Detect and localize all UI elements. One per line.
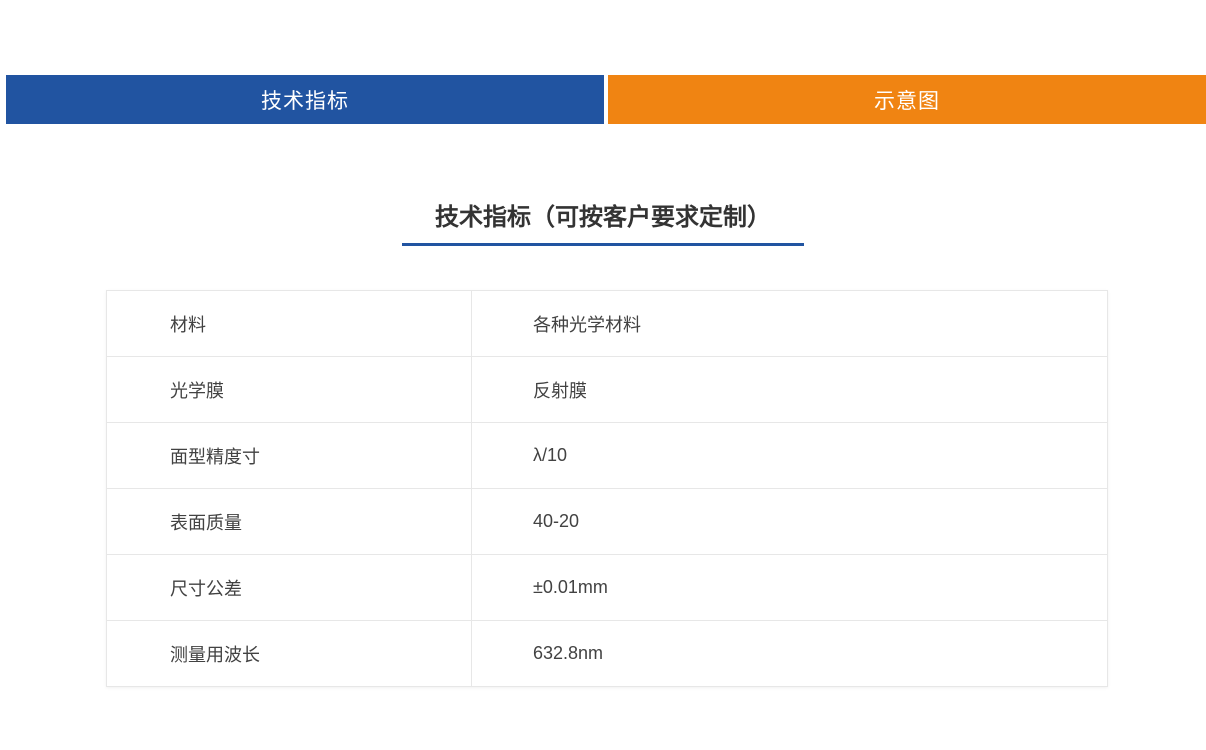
table-row: 尺寸公差 ±0.01mm: [106, 554, 1108, 621]
table-row: 表面质量 40-20: [106, 488, 1108, 555]
tab-tech-specs[interactable]: 技术指标: [6, 75, 604, 124]
table-row: 测量用波长 632.8nm: [106, 620, 1108, 687]
spec-label: 材料: [106, 290, 472, 357]
tab-schematic[interactable]: 示意图: [608, 75, 1206, 124]
table-row: 材料 各种光学材料: [106, 290, 1108, 357]
spec-table: 材料 各种光学材料 光学膜 反射膜 面型精度寸 λ/10 表面质量 40-20 …: [106, 290, 1108, 687]
table-row: 光学膜 反射膜: [106, 356, 1108, 423]
spec-label: 面型精度寸: [106, 422, 472, 489]
spec-label: 尺寸公差: [106, 554, 472, 621]
section-title: 技术指标（可按客户要求定制）: [435, 204, 771, 231]
spec-label: 表面质量: [106, 488, 472, 555]
title-underline-accent: [402, 243, 804, 246]
spec-label: 光学膜: [106, 356, 472, 423]
table-row: 面型精度寸 λ/10: [106, 422, 1108, 489]
tabs-bar: 技术指标 示意图: [6, 75, 1206, 124]
spec-value: 各种光学材料: [471, 290, 1108, 357]
spec-value: λ/10: [471, 422, 1108, 489]
spec-value: 40-20: [471, 488, 1108, 555]
spec-value: 反射膜: [471, 356, 1108, 423]
spec-value: ±0.01mm: [471, 554, 1108, 621]
spec-label: 测量用波长: [106, 620, 472, 687]
spec-value: 632.8nm: [471, 620, 1108, 687]
section-title-block: 技术指标（可按客户要求定制）: [0, 201, 1206, 246]
